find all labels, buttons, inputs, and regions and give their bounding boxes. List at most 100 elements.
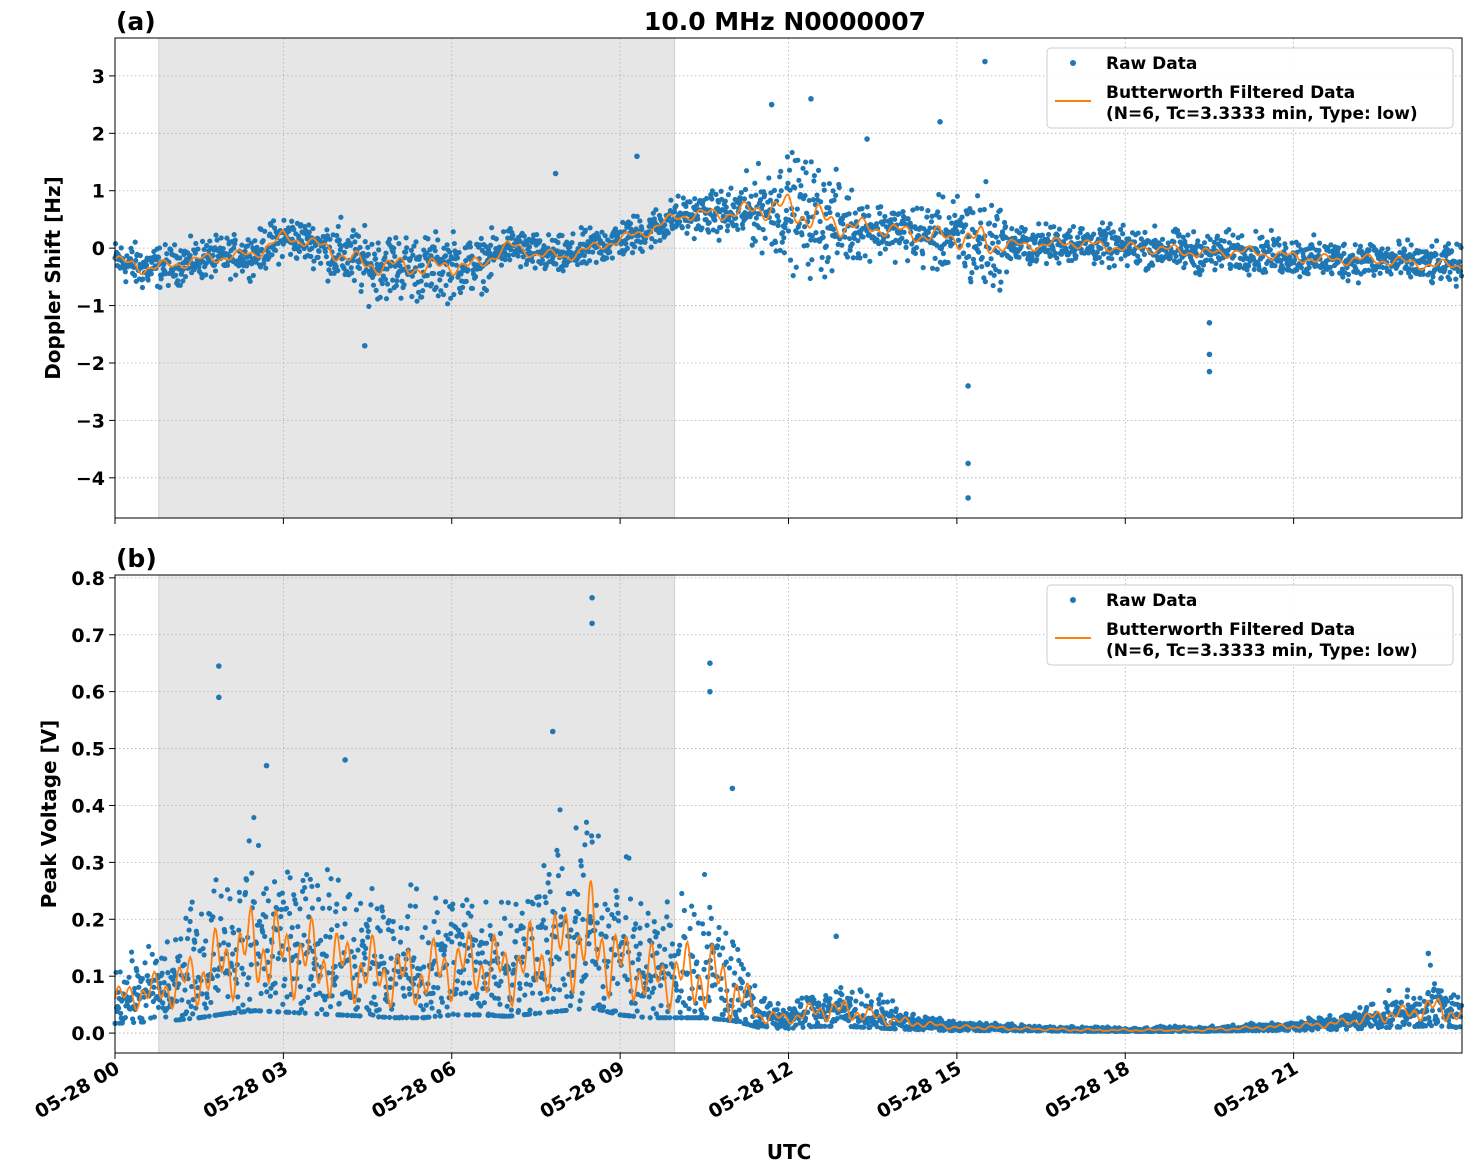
raw-data-point (753, 215, 759, 221)
raw-data-point (599, 229, 605, 235)
raw-data-point (990, 240, 996, 246)
raw-data-point (432, 1013, 438, 1019)
raw-data-point (322, 249, 328, 255)
raw-data-point (435, 985, 441, 991)
raw-data-point (884, 999, 891, 1005)
raw-data-point (656, 943, 663, 949)
raw-data-point (826, 180, 833, 187)
raw-data-point (927, 225, 933, 231)
raw-data-point (673, 982, 679, 989)
raw-data-point (349, 233, 355, 240)
raw-data-point (300, 877, 306, 884)
raw-data-point (517, 985, 523, 991)
raw-data-point (177, 282, 183, 288)
raw-data-point (422, 925, 428, 931)
raw-data-point (364, 923, 370, 930)
raw-data-point (149, 951, 155, 957)
raw-data-point (562, 982, 568, 988)
raw-data-point (431, 918, 437, 925)
raw-data-point (728, 956, 734, 962)
raw-data-point (683, 203, 689, 210)
raw-data-point (991, 272, 997, 278)
raw-data-point (706, 931, 712, 937)
raw-data-point (298, 1006, 305, 1013)
raw-data-point (350, 257, 356, 264)
raw-data-point (349, 270, 355, 276)
raw-data-point (594, 920, 600, 926)
raw-data-point (986, 220, 993, 226)
raw-data-point (273, 247, 279, 254)
raw-data-point (1120, 222, 1126, 228)
raw-data-point (368, 902, 374, 908)
raw-data-point (1398, 270, 1404, 276)
raw-data-point (811, 178, 817, 184)
raw-data-point (350, 227, 356, 233)
raw-data-point (537, 990, 543, 996)
raw-data-point (807, 275, 813, 282)
raw-data-point (287, 875, 293, 881)
raw-data-point (920, 251, 926, 257)
raw-data-point (645, 910, 651, 916)
raw-data-point (353, 907, 360, 913)
raw-data-point (854, 223, 860, 229)
raw-data-point (466, 1012, 472, 1018)
raw-data-point (1272, 263, 1278, 269)
y-tick-label: 0.4 (71, 795, 105, 817)
raw-data-point (1226, 226, 1232, 233)
raw-data-point (681, 907, 687, 914)
raw-data-point (1453, 276, 1459, 282)
raw-data-point (1214, 233, 1221, 239)
raw-data-point (560, 268, 566, 274)
raw-data-point (255, 842, 262, 849)
raw-data-point (692, 1008, 698, 1014)
raw-data-point (419, 934, 425, 940)
raw-data-point (507, 257, 513, 263)
raw-data-point (1306, 264, 1312, 271)
raw-data-point (630, 933, 636, 940)
raw-data-point (248, 240, 254, 246)
raw-data-point (291, 892, 297, 898)
raw-data-point (378, 953, 384, 960)
raw-data-point (362, 955, 368, 961)
raw-data-point (200, 945, 206, 952)
raw-data-point (586, 258, 593, 264)
raw-data-point (934, 266, 940, 272)
raw-data-point (446, 258, 452, 264)
raw-data-point (677, 942, 683, 948)
raw-data-point (979, 254, 985, 261)
raw-data-point (845, 195, 852, 201)
raw-data-point (995, 239, 1001, 245)
raw-data-point (373, 287, 379, 293)
raw-data-point (162, 242, 168, 248)
raw-data-point (559, 232, 565, 239)
raw-data-point (375, 240, 381, 246)
raw-data-point (315, 254, 321, 260)
raw-data-point (365, 251, 371, 257)
raw-data-point (777, 247, 783, 253)
raw-data-point (236, 889, 242, 895)
raw-data-point (1150, 262, 1156, 268)
raw-data-point (1283, 245, 1289, 251)
raw-data-point (221, 940, 227, 946)
raw-data-point (256, 918, 263, 924)
raw-data-point (545, 880, 551, 886)
raw-data-point (929, 213, 935, 219)
raw-data-point (775, 1001, 781, 1007)
raw-data-point (278, 913, 284, 920)
raw-data-point (1352, 242, 1358, 248)
raw-data-point (652, 238, 658, 245)
raw-data-point (239, 268, 246, 274)
raw-data-point (740, 966, 747, 972)
raw-data-point (414, 1015, 420, 1021)
raw-data-point (168, 247, 174, 253)
raw-data-point (442, 943, 448, 949)
raw-data-point (846, 211, 852, 217)
legend-raw-label: Raw Data (1106, 54, 1197, 74)
raw-data-point (1110, 229, 1116, 235)
raw-data-point (173, 937, 179, 943)
raw-data-point (654, 950, 660, 956)
raw-data-point (190, 1011, 196, 1017)
raw-data-point (808, 159, 814, 165)
raw-data-point (341, 906, 348, 912)
raw-data-point (803, 170, 809, 176)
